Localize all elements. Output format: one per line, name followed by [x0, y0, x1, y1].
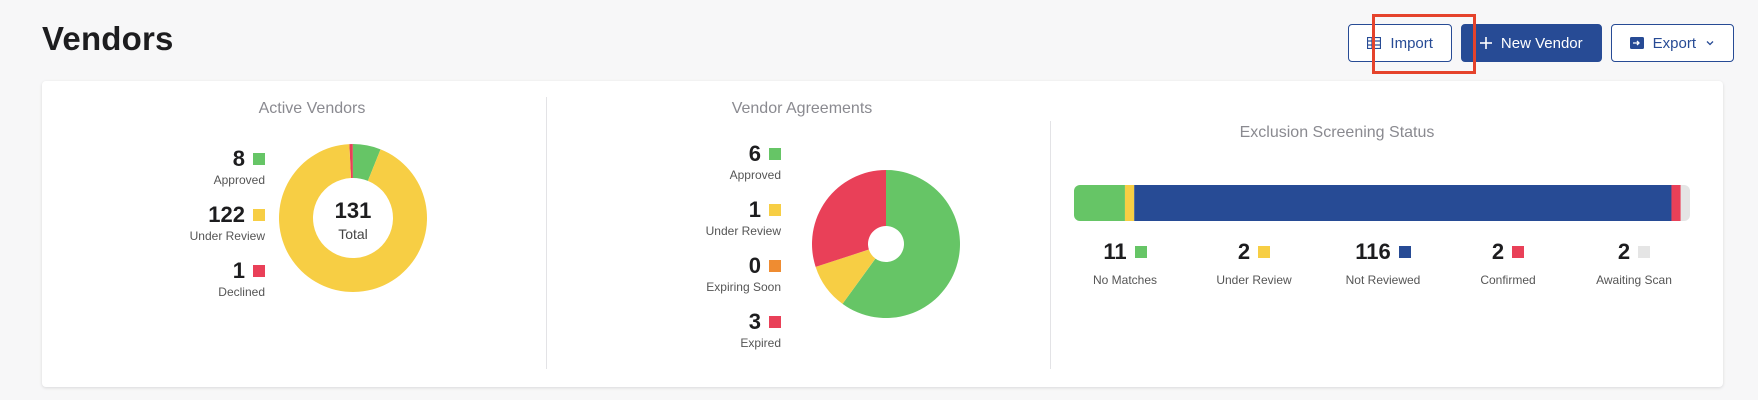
legend-item-approved: 6 Approved — [730, 141, 781, 182]
legend-swatch — [253, 265, 265, 277]
bar-segment-under-review — [1124, 185, 1135, 221]
legend-value: 1 — [232, 258, 245, 283]
legend-label: Under Review — [189, 229, 265, 243]
legend-value: 3 — [748, 309, 761, 334]
stat-not-reviewed: 116 Not Reviewed — [1318, 239, 1448, 287]
export-label: Export — [1652, 34, 1696, 52]
import-label: Import — [1390, 34, 1433, 52]
stat-value: 2 — [1491, 239, 1505, 264]
stat-value: 2 — [1617, 239, 1631, 264]
legend-swatch — [769, 148, 781, 160]
legend-item-declined: 1 Declined — [218, 258, 265, 299]
legend-swatch — [769, 260, 781, 272]
legend-item-expiring-soon: 0 Expiring Soon — [706, 253, 781, 294]
legend-swatch — [769, 316, 781, 328]
table-icon — [1367, 37, 1382, 49]
legend-label: Declined — [218, 285, 265, 299]
bar-segment-awaiting-scan — [1680, 185, 1690, 221]
legend-value: 1 — [748, 197, 761, 222]
pie-segment-under-review — [815, 249, 876, 304]
donut-segment-under-review — [279, 144, 427, 292]
legend-label: Expiring Soon — [706, 280, 781, 294]
bar-segment-confirmed — [1671, 185, 1681, 221]
legend-value: 0 — [748, 253, 761, 278]
legend-value: 8 — [232, 146, 245, 171]
new-vendor-label: New Vendor — [1500, 34, 1583, 52]
stat-swatch — [1134, 246, 1147, 258]
plus-icon — [1479, 37, 1492, 49]
vendor-summary-card: Active Vendors 8 Approved 122 Under Revi… — [42, 81, 1723, 387]
stat-label: Under Review — [1216, 273, 1292, 287]
stat-swatch — [1512, 246, 1525, 258]
vendor-agreements-title: Vendor Agreements — [731, 100, 873, 117]
section-divider — [546, 97, 547, 369]
stat-swatch — [1398, 246, 1411, 258]
exclusion-screening-bar — [1074, 185, 1690, 221]
legend-label: Approved — [213, 173, 265, 187]
stat-swatch — [1258, 246, 1271, 258]
export-icon — [1629, 37, 1644, 49]
legend-label: Expired — [740, 336, 781, 350]
stat-swatch — [1638, 246, 1651, 258]
stat-confirmed: 2 Confirmed — [1443, 239, 1573, 287]
legend-item-expired: 3 Expired — [740, 309, 781, 350]
legend-swatch — [253, 209, 265, 221]
import-button[interactable]: Import — [1348, 24, 1452, 62]
stat-under-review: 2 Under Review — [1189, 239, 1319, 287]
exclusion-screening-title: Exclusion Screening Status — [1239, 124, 1435, 141]
section-divider — [1050, 121, 1051, 369]
stat-label: Not Reviewed — [1345, 273, 1421, 287]
pie-segment-expired — [812, 170, 886, 267]
new-vendor-button[interactable]: New Vendor — [1460, 24, 1602, 62]
legend-label: Approved — [729, 168, 781, 182]
export-button[interactable]: Export — [1610, 24, 1734, 62]
legend-item-under-review: 1 Under Review — [706, 197, 781, 238]
legend-swatch — [769, 204, 781, 216]
legend-label: Under Review — [705, 224, 781, 238]
stat-label: Awaiting Scan — [1596, 273, 1672, 287]
bar-segment-no-matches — [1074, 185, 1125, 221]
stat-value: 2 — [1237, 239, 1251, 264]
legend-item-under-review: 122 Under Review — [190, 202, 265, 243]
donut-center: 131 Total — [303, 198, 403, 242]
donut-segment-declined — [349, 144, 353, 179]
stat-no-matches: 11 No Matches — [1060, 239, 1190, 287]
stat-label: No Matches — [1092, 273, 1158, 287]
pie-segment-approved — [842, 170, 960, 318]
stat-awaiting-scan: 2 Awaiting Scan — [1569, 239, 1699, 287]
active-vendors-donut — [279, 144, 427, 292]
legend-swatch — [253, 153, 265, 165]
bar-segment-not-reviewed — [1134, 185, 1672, 221]
stat-value: 116 — [1355, 239, 1391, 264]
vendor-agreements-pie — [812, 170, 960, 318]
chevron-down-icon — [1705, 39, 1715, 47]
page-title: Vendors — [42, 20, 174, 57]
legend-value: 6 — [748, 141, 761, 166]
stat-label: Confirmed — [1480, 273, 1536, 287]
donut-total-value: 131 — [334, 198, 372, 223]
stat-value: 11 — [1103, 239, 1127, 264]
donut-total-label: Total — [338, 226, 368, 242]
legend-item-approved: 8 Approved — [214, 146, 265, 187]
toolbar: Import New Vendor Export — [1348, 24, 1734, 62]
donut-segment-approved — [352, 144, 381, 181]
active-vendors-title: Active Vendors — [258, 100, 366, 117]
legend-value: 122 — [208, 202, 245, 227]
